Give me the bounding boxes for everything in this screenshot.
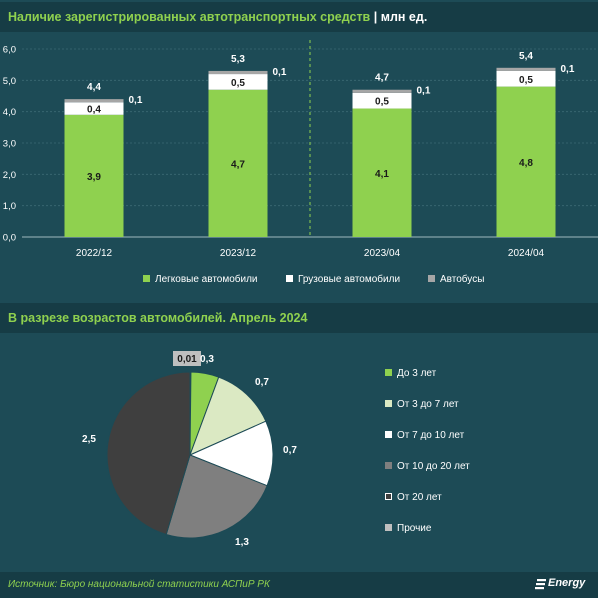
bar-2-3	[496, 67, 556, 71]
bar-label-buses-2: 0,1	[417, 86, 431, 97]
bar-label-trucks-2: 0,5	[375, 97, 389, 108]
pie-legend-swatch-1	[385, 400, 392, 407]
x-tick-label-0: 2022/12	[76, 248, 113, 259]
bar-label-cars-0: 3,9	[87, 172, 101, 183]
y-tick-label-3: 3,0	[3, 139, 16, 150]
legend-swatch-trucks	[286, 275, 293, 282]
pie-legend-item-0: До 3 лет	[385, 368, 436, 379]
legend-item-buses: Автобусы	[428, 274, 484, 285]
bar-label-buses-0: 0,1	[129, 95, 143, 106]
bar-chart: 0,0 1,0 2,0 3,0 4,0 5,0 6,0 3,9 0,4 0,1 4,4 2022/12…	[3, 40, 598, 259]
legend-swatch-buses	[428, 275, 435, 282]
pie-label-box-5	[173, 351, 201, 366]
bar-1-1	[208, 74, 268, 90]
pie-legend-item-4: От 20 лет	[385, 492, 442, 503]
pie-chart: 0,01 0,3 0,7 0,7 1,3 2,5	[82, 351, 297, 548]
chart-title-separator: |	[373, 10, 381, 24]
x-tick-label-3: 2024/04	[508, 248, 545, 259]
pie-slice-2	[188, 420, 274, 487]
pie-legend-swatch-2	[385, 431, 392, 438]
bar-label-cars-2: 4,1	[375, 169, 389, 180]
pie-legend-label-5: Прочие	[397, 523, 432, 534]
y-tick-label-6: 6,0	[3, 45, 16, 56]
pie-legend-label-3: От 10 до 20 лет	[397, 461, 470, 472]
pie-legend-item-2: От 7 до 10 лет	[385, 430, 464, 441]
bar-label-trucks-1: 0,5	[231, 78, 245, 89]
energy-logo-icon	[535, 579, 546, 590]
source-note: Источник: Бюро национальной статистики А…	[8, 579, 270, 590]
pie-slice-3	[165, 454, 268, 539]
bar-label-trucks-3: 0,5	[519, 75, 533, 86]
pie-legend-item-5: Прочие	[385, 523, 431, 534]
bar-2-1	[208, 70, 268, 75]
y-tick-label-5: 5,0	[3, 76, 16, 87]
pie-legend-item-3: От 10 до 20 лет	[385, 461, 470, 472]
y-tick-label-1: 1,0	[3, 201, 16, 212]
y-tick-label-2: 2,0	[3, 170, 16, 181]
pie-legend-label-1: От 3 до 7 лет	[397, 399, 459, 410]
pie-label-4: 2,5	[82, 434, 96, 445]
chart-title: Наличие зарегистрированных автотранспорт…	[8, 10, 427, 24]
bar-label-cars-1: 4,7	[231, 159, 245, 170]
bar-0-1	[208, 89, 268, 237]
pie-title: В разрезе возрастов автомобилей. Апрель …	[8, 311, 308, 325]
pie-slice-1	[189, 376, 267, 456]
pie-title-bar: В разрезе возрастов автомобилей. Апрель …	[0, 303, 598, 333]
y-tick-label-4: 4,0	[3, 107, 16, 118]
bar-total-label-3: 5,4	[519, 51, 533, 62]
pie-label-0: 0,3	[200, 354, 214, 365]
chart-unit: млн ед.	[380, 10, 428, 24]
legend-label-buses: Автобусы	[440, 274, 485, 285]
brand-name: Energy	[548, 577, 586, 589]
pie-legend-label-0: До 3 лет	[397, 368, 437, 379]
footer-bar	[0, 572, 598, 598]
x-tick-label-2: 2023/04	[364, 248, 401, 259]
pie-legend-swatch-3	[385, 462, 392, 469]
chart-title-text: Наличие зарегистрированных автотранспорт…	[8, 10, 371, 24]
bar-total-label-2: 4,7	[375, 73, 389, 84]
bar-1-2	[352, 92, 412, 109]
legend-label-trucks: Грузовые автомобили	[298, 274, 401, 285]
pie-label-2: 0,7	[283, 445, 297, 456]
pie-legend-swatch-0	[385, 369, 392, 376]
legend-swatch-cars	[143, 275, 150, 282]
bar-label-buses-3: 0,1	[561, 64, 575, 75]
legend-item-cars: Легковые автомобили	[143, 274, 258, 285]
legend-item-trucks: Грузовые автомобили	[286, 274, 400, 285]
chart-title-bar: Наличие зарегистрированных автотранспорт…	[0, 2, 598, 32]
pie-legend-item-1: От 3 до 7 лет	[385, 399, 459, 410]
legend-label-cars: Легковые автомобили	[155, 274, 258, 285]
bar-total-label-1: 5,3	[231, 54, 245, 65]
bar-1-3	[496, 70, 556, 87]
pie-legend-label-4: От 20 лет	[397, 492, 442, 503]
bar-label-buses-1: 0,1	[273, 67, 287, 78]
pie-legend-swatch-5	[385, 524, 392, 531]
y-tick-label-0: 0,0	[3, 233, 16, 244]
pie-label-3: 1,3	[235, 537, 249, 548]
bar-label-trucks-0: 0,4	[87, 105, 101, 116]
bar-2-2	[352, 89, 412, 93]
bar-1-0	[64, 102, 124, 115]
pie-slice-4	[106, 371, 191, 536]
bar-0-3	[496, 86, 556, 237]
bar-legend: Легковые автомобили Грузовые автомобили …	[0, 274, 598, 288]
pie-legend-swatch-4	[385, 493, 392, 500]
pie-label-5: 0,01	[177, 354, 197, 365]
bar-label-cars-3: 4,8	[519, 158, 533, 169]
pie-legend-label-2: От 7 до 10 лет	[397, 430, 465, 441]
bar-0-0	[64, 114, 124, 237]
bar-total-label-0: 4,4	[87, 82, 101, 93]
bar-2-0	[64, 99, 124, 103]
pie-label-1: 0,7	[255, 377, 269, 388]
x-tick-label-1: 2023/12	[220, 248, 257, 259]
bar-0-2	[352, 108, 412, 238]
